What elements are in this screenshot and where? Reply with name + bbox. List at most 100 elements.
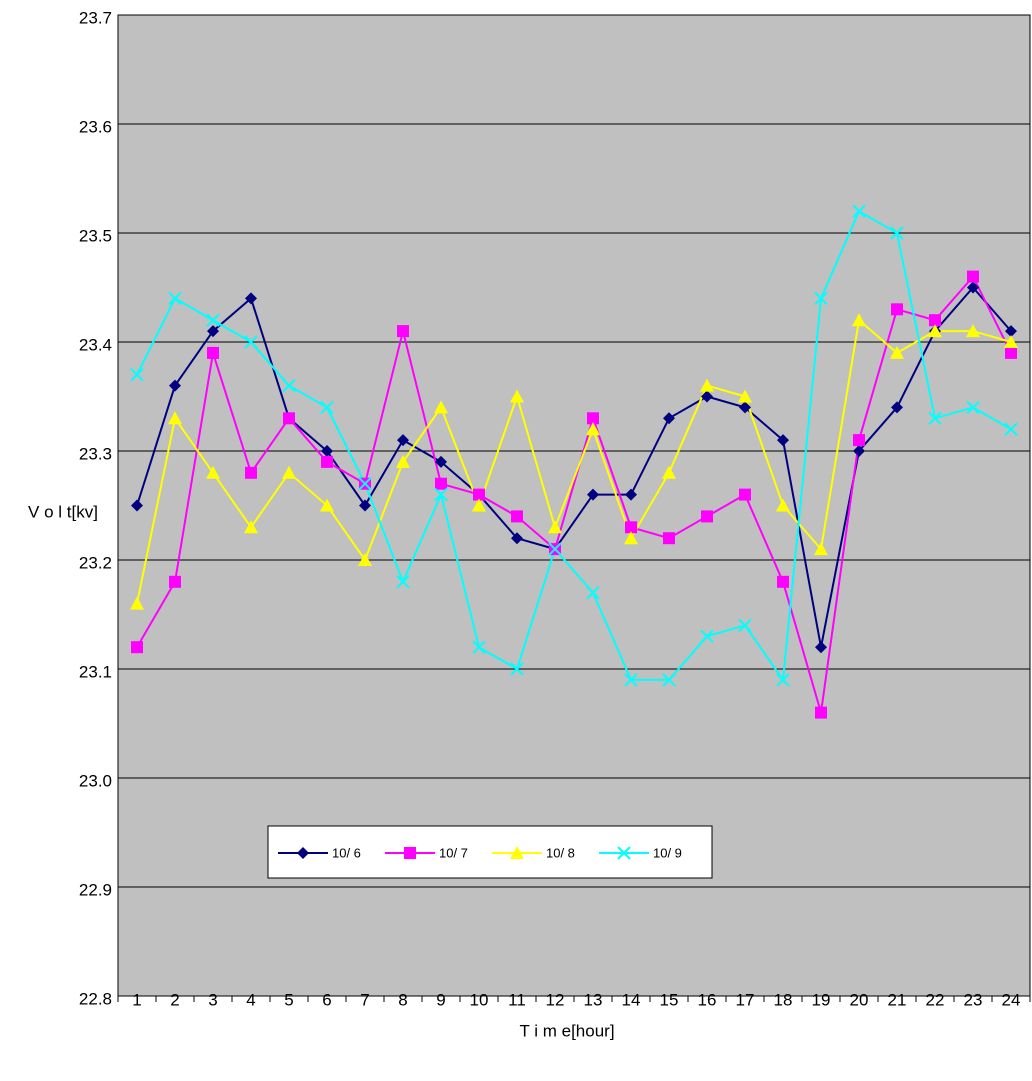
- x-tick-label: 13: [584, 990, 603, 1009]
- marker: [245, 466, 257, 479]
- marker: [169, 575, 181, 588]
- marker: [435, 477, 447, 490]
- marker: [663, 532, 675, 545]
- marker: [663, 412, 675, 425]
- marker: [434, 487, 448, 502]
- marker: [131, 499, 143, 512]
- x-tick-label: 18: [774, 990, 793, 1009]
- marker: [397, 434, 409, 447]
- y-tick-label: 23.3: [79, 444, 112, 463]
- marker: [1005, 325, 1017, 338]
- marker: [625, 521, 637, 534]
- marker: [1004, 335, 1018, 348]
- marker: [739, 401, 751, 414]
- marker: [283, 412, 295, 425]
- marker: [928, 324, 942, 338]
- marker: [548, 520, 562, 534]
- marker: [206, 465, 220, 479]
- x-tick-label: 9: [436, 990, 445, 1009]
- marker: [814, 291, 828, 306]
- y-tick-label: 22.9: [79, 880, 112, 899]
- x-tick-label: 12: [546, 990, 565, 1009]
- legend-label: 10/ 6: [332, 845, 361, 860]
- x-tick-label: 23: [964, 990, 983, 1009]
- marker: [776, 498, 790, 512]
- marker: [777, 434, 789, 447]
- marker: [207, 325, 219, 338]
- marker: [966, 324, 980, 338]
- marker: [624, 531, 638, 545]
- marker: [320, 498, 334, 512]
- marker: [967, 270, 979, 283]
- y-tick-label: 23.7: [79, 8, 112, 27]
- marker: [662, 465, 676, 479]
- marker: [587, 412, 599, 425]
- marker: [207, 346, 219, 359]
- marker: [739, 488, 751, 501]
- marker: [624, 673, 638, 687]
- marker: [586, 422, 600, 436]
- marker: [853, 445, 865, 457]
- x-tick-label: 2: [170, 990, 179, 1009]
- x-tick-label: 3: [208, 990, 217, 1009]
- marker: [396, 454, 410, 468]
- marker: [815, 706, 827, 719]
- marker: [434, 400, 448, 414]
- legend: 10/ 6 10/ 7 10/ 8 10/ 9: [267, 825, 713, 879]
- marker: [321, 455, 333, 468]
- y-tick-label: 22.8: [79, 989, 112, 1008]
- marker: [472, 498, 486, 512]
- marker: [625, 488, 637, 501]
- marker: [548, 542, 562, 556]
- marker: [358, 553, 372, 566]
- marker: [929, 314, 941, 327]
- x-tick-label: 22: [926, 990, 945, 1009]
- x-tick-label: 20: [850, 990, 869, 1009]
- marker: [472, 640, 486, 654]
- marker: [701, 510, 713, 523]
- marker: [700, 378, 714, 392]
- x-tick-label: 21: [888, 990, 907, 1009]
- marker: [244, 520, 258, 534]
- marker: [662, 673, 676, 687]
- marker: [396, 575, 410, 589]
- marker: [928, 411, 942, 426]
- legend-label: 10/ 7: [439, 845, 468, 860]
- legend-label: 10/ 9: [653, 845, 682, 860]
- x-axis-label: T i m e[hour]: [519, 1021, 614, 1040]
- y-tick-label: 23.5: [79, 226, 112, 245]
- series-line: [136, 274, 1012, 713]
- marker: [776, 673, 790, 687]
- marker: [130, 596, 144, 610]
- marker: [1005, 346, 1017, 359]
- marker: [891, 401, 903, 414]
- x-tick-label: 8: [398, 990, 407, 1009]
- marker: [321, 445, 333, 457]
- marker: [852, 313, 866, 327]
- marker: [586, 585, 600, 600]
- marker: [130, 367, 144, 382]
- marker: [244, 335, 258, 349]
- series-line: [136, 209, 1012, 683]
- x-tick-label: 11: [508, 990, 526, 1009]
- y-tick-label: 23.0: [79, 771, 112, 790]
- marker: [966, 400, 980, 415]
- marker: [282, 465, 296, 479]
- marker: [131, 641, 143, 654]
- marker: [738, 389, 752, 403]
- x-tick-label: 24: [1002, 990, 1021, 1009]
- marker: [397, 325, 409, 338]
- x-tick-label: 15: [660, 990, 679, 1009]
- marker: [815, 641, 827, 654]
- x-tick-label: 10: [470, 990, 489, 1009]
- marker: [297, 847, 309, 859]
- marker: [435, 455, 447, 468]
- x-tick-label: 14: [622, 990, 641, 1009]
- y-axis-label: V o l t[kv]: [28, 502, 98, 521]
- x-tick-label: 4: [246, 990, 255, 1009]
- legend-label: 10/ 8: [546, 845, 575, 860]
- marker: [206, 313, 220, 327]
- marker: [282, 378, 296, 393]
- x-tick-label: 16: [698, 990, 717, 1009]
